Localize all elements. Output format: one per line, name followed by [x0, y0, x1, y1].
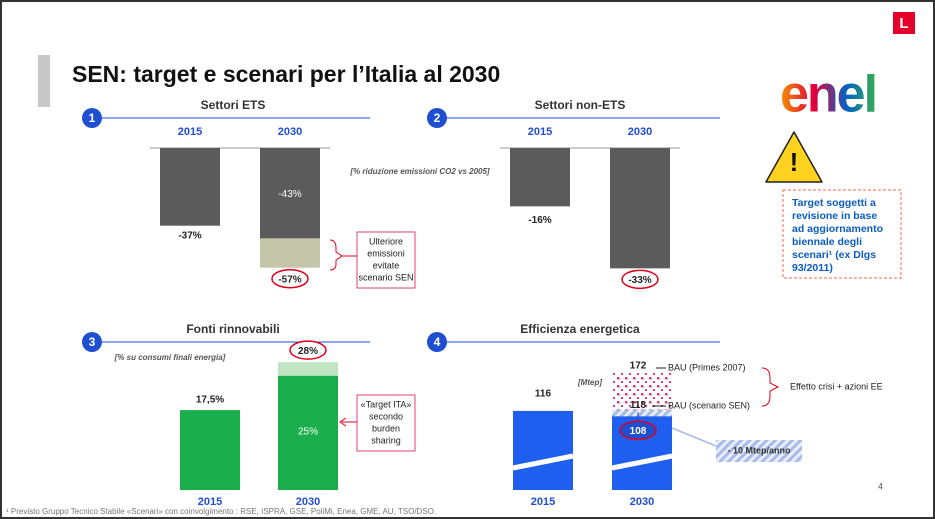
- category-label: 2030: [628, 126, 652, 138]
- note-line: Target soggetti a: [792, 197, 876, 209]
- label-circle: [271, 268, 309, 289]
- callout-box: [356, 231, 416, 289]
- annotation: Ulteriore: [369, 236, 403, 246]
- label-circle: [619, 420, 657, 441]
- brace: [329, 239, 357, 271]
- axis-break: [512, 453, 574, 471]
- warning-icon: [765, 131, 823, 183]
- panel-number: 3: [89, 335, 96, 349]
- slide-title: SEN: target e scenari per l’Italia al 20…: [72, 61, 500, 87]
- callout-pointer: [671, 427, 717, 447]
- note-line: biennale degli: [792, 236, 862, 248]
- bar: [510, 148, 570, 207]
- note-box: [782, 189, 902, 279]
- panel-number: 4: [434, 335, 441, 349]
- category-label: 2030: [278, 126, 302, 138]
- value-label: 116: [535, 389, 552, 400]
- bar: [260, 148, 320, 239]
- value-label: 118: [630, 400, 647, 411]
- panel-title: Settori ETS: [201, 98, 266, 112]
- panel-subtitle: [% su consumi finali energia]: [114, 353, 226, 362]
- value-label: 17,5%: [196, 395, 224, 406]
- category-label: 2015: [528, 126, 552, 138]
- value-label: -57%: [278, 274, 301, 285]
- note-line: ad aggiornamento: [792, 223, 883, 235]
- category-label: 2030: [296, 496, 320, 508]
- annotation: «Target ITA»: [361, 399, 412, 409]
- panel-subtitle: [% riduzione emissioni CO2 vs 2005]: [349, 167, 489, 176]
- category-label: 2015: [198, 496, 222, 508]
- category-label: 2030: [630, 496, 654, 508]
- annotation: secondo: [369, 411, 403, 421]
- value-label: 108: [630, 426, 647, 437]
- badge: [893, 12, 915, 34]
- axis-break: [611, 453, 673, 471]
- bar: [278, 375, 338, 490]
- value-label: 28%: [298, 346, 318, 357]
- series-label: BAU (Primes 2007): [668, 362, 746, 372]
- annotation: emissioni: [367, 248, 405, 258]
- bar: [160, 148, 220, 226]
- panel-number: 1: [89, 111, 96, 125]
- panel-title: Efficienza energetica: [520, 322, 640, 336]
- annotation: Effetto crisi + azioni EE: [790, 381, 883, 391]
- panel-badge: [82, 108, 102, 128]
- note-line: 93/2011): [792, 262, 833, 274]
- panel-badge: [82, 332, 102, 352]
- category-label: 2015: [531, 496, 555, 508]
- value-label: -43%: [278, 189, 301, 200]
- note-line: revisione in base: [792, 210, 877, 222]
- pointer: [652, 367, 666, 407]
- page-number: 4: [878, 481, 883, 491]
- value-label: -33%: [628, 275, 651, 286]
- annotation: evitate: [373, 260, 400, 270]
- value-label: 172: [630, 360, 647, 371]
- category-label: 2015: [178, 126, 202, 138]
- callout: - 10 Mtep/anno: [727, 445, 791, 455]
- bar: [180, 410, 240, 490]
- value-label: 25%: [298, 426, 318, 437]
- panel-subtitle: [Mtep]: [577, 378, 602, 387]
- annotation: scenario SEN: [358, 272, 413, 282]
- bar: [610, 148, 670, 269]
- series-label: BAU (scenario SEN): [668, 400, 750, 410]
- arrow: [339, 417, 357, 427]
- footnote: ¹ Previsto Gruppo Tecnico Stabile «Scena…: [6, 507, 436, 516]
- value-label: -37%: [178, 230, 201, 241]
- panel-title: Settori non-ETS: [535, 98, 626, 112]
- panel-number: 2: [434, 111, 441, 125]
- annotation: sharing: [371, 435, 401, 445]
- annotation: burden: [372, 423, 400, 433]
- value-label: -16%: [528, 215, 551, 226]
- bar: [513, 410, 573, 490]
- brace: [761, 367, 780, 407]
- panel-badge: [427, 332, 447, 352]
- title-accent: [38, 55, 50, 107]
- callout-box: [356, 394, 416, 452]
- warning-mark: !: [790, 147, 799, 177]
- label-circle: [621, 269, 659, 290]
- badge-text: L: [899, 15, 908, 32]
- callout-box: [716, 440, 802, 462]
- logo: enel: [780, 66, 876, 124]
- note-line: scenari¹ (ex Dlgs: [792, 249, 876, 261]
- panel-badge: [427, 108, 447, 128]
- label-circle: [289, 340, 327, 360]
- panel-title: Fonti rinnovabili: [186, 322, 279, 336]
